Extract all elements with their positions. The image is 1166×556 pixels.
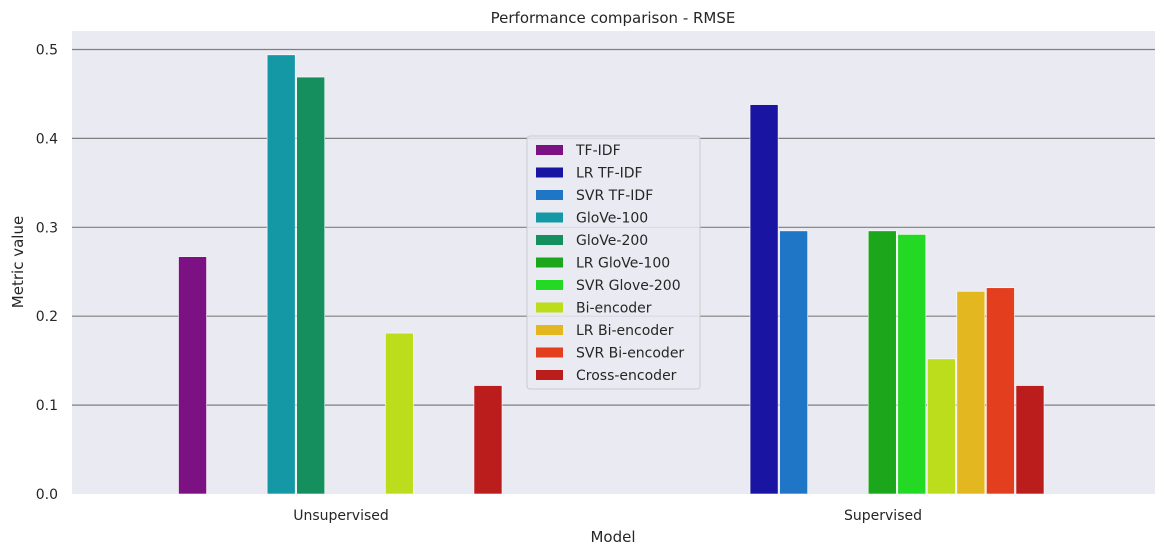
bar [897, 234, 927, 495]
x-axis-label: Model [590, 528, 635, 546]
bar [473, 385, 503, 495]
legend-label: Cross-encoder [576, 368, 677, 384]
legend-label: SVR TF-IDF [576, 188, 653, 204]
bar [749, 104, 779, 495]
y-tick-label: 0.2 [36, 309, 58, 325]
legend-swatch [536, 167, 563, 178]
bar [927, 358, 956, 495]
bar [779, 230, 808, 495]
legend-label: SVR Bi-encoder [576, 346, 684, 362]
chart-title: Performance comparison - RMSE [491, 9, 736, 27]
y-axis-ticks: 0.0 0.1 0.2 0.3 0.4 0.5 [36, 43, 58, 504]
bar [986, 287, 1015, 495]
legend: TF-IDF LR TF-IDF SVR TF-IDF GloVe-100 GloVe-… [526, 135, 701, 390]
legend-label: LR GloVe-100 [576, 256, 670, 272]
legend-swatch [536, 145, 563, 155]
y-tick-label: 0.0 [36, 487, 58, 503]
x-axis-ticks: Unsupervised Supervised [293, 508, 922, 524]
y-tick-label: 0.5 [36, 43, 58, 59]
legend-label: GloVe-100 [576, 211, 648, 227]
legend-label: SVR Glove-200 [576, 278, 681, 294]
legend-swatch [536, 190, 563, 200]
legend-swatch [536, 302, 563, 313]
legend-label: Bi-encoder [576, 301, 652, 317]
legend-label: LR TF-IDF [576, 166, 643, 182]
bar [867, 230, 897, 495]
bar [266, 54, 296, 495]
x-tick-label: Unsupervised [293, 508, 389, 524]
legend-swatch [536, 347, 563, 358]
bar [385, 332, 414, 495]
legend-box [526, 135, 701, 390]
legend-label: LR Bi-encoder [576, 323, 674, 339]
bar [1015, 385, 1045, 495]
y-tick-label: 0.1 [36, 398, 58, 414]
legend-swatch [536, 280, 563, 290]
bar [956, 291, 986, 495]
legend-swatch [536, 212, 563, 223]
bar [178, 256, 207, 495]
bar [296, 76, 326, 495]
legend-label: TF-IDF [575, 143, 621, 159]
y-axis-label: Metric value [9, 216, 27, 308]
x-tick-label: Supervised [844, 508, 922, 524]
bars [178, 54, 1045, 495]
legend-swatch [536, 370, 563, 380]
y-tick-label: 0.4 [36, 131, 58, 147]
legend-label: GloVe-200 [576, 233, 648, 249]
legend-swatch [536, 325, 563, 335]
legend-swatch [536, 257, 563, 268]
y-tick-label: 0.3 [36, 220, 58, 236]
legend-swatch [536, 235, 563, 245]
